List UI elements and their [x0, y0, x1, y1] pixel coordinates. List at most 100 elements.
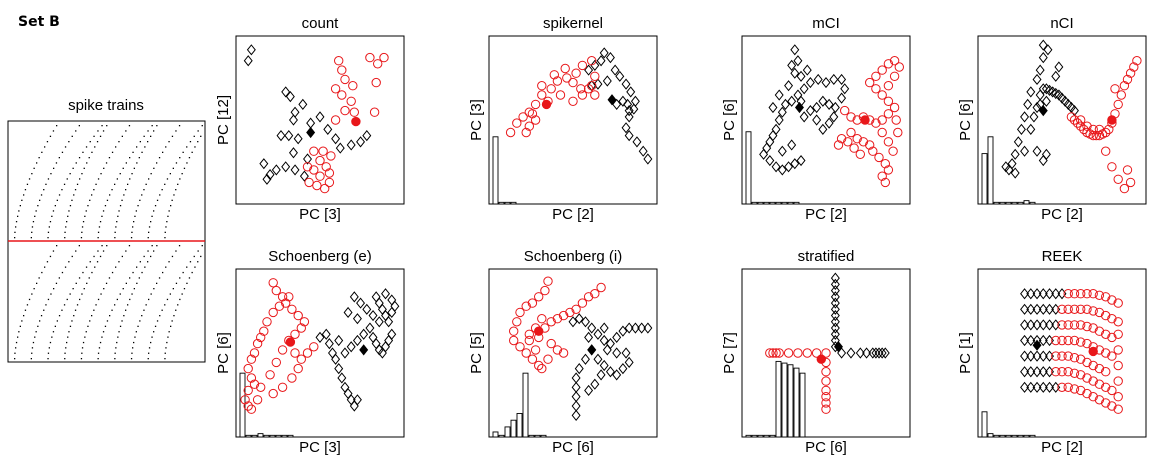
spike-mark [169, 293, 171, 295]
spike-mark [96, 261, 99, 263]
data-point-black [818, 123, 828, 135]
data-point-red [833, 140, 844, 150]
data-point-red [1057, 335, 1067, 346]
data-point-black [281, 161, 291, 173]
spike-mark [171, 199, 173, 201]
spike-mark [150, 255, 152, 258]
data-point-black [871, 347, 881, 359]
data-point-black [787, 95, 797, 107]
data-point-black [621, 122, 631, 134]
histogram-bar [1023, 200, 1030, 205]
spike-mark [189, 261, 192, 263]
spike-mark [36, 282, 38, 284]
data-point-black [321, 328, 331, 340]
spike-mark [143, 135, 145, 137]
spike-mark [93, 309, 95, 311]
data-point-red [1129, 62, 1139, 72]
data-point-red [880, 159, 890, 169]
spike-mark [73, 194, 75, 196]
data-point-red [768, 348, 778, 358]
data-point-red [330, 115, 341, 125]
spike-mark [133, 341, 135, 344]
data-point-red [590, 90, 600, 100]
data-point-black [596, 55, 606, 67]
data-point-black [365, 322, 375, 334]
histogram-bar [999, 201, 1006, 205]
data-point-red [583, 84, 594, 94]
spike-mark [141, 194, 143, 196]
data-point-black [368, 331, 378, 344]
spike-mark [118, 210, 120, 212]
spike-mark [53, 167, 55, 169]
data-point-black [343, 387, 353, 400]
data-point-red [771, 348, 781, 358]
histogram-bar [769, 201, 776, 205]
data-point-red [846, 127, 856, 138]
spike-mark [64, 231, 66, 233]
histogram-bar [781, 201, 788, 205]
spike-mark [168, 331, 170, 333]
data-point-red [324, 168, 335, 178]
data-point-red [1122, 165, 1133, 175]
y-axis-label: PC [6] [215, 332, 232, 374]
data-point-red [509, 335, 519, 346]
panel-frame [235, 268, 405, 438]
data-point-black [359, 328, 369, 340]
spike-mark [31, 293, 33, 295]
spike-mark [148, 347, 151, 349]
spike-mark [101, 336, 103, 338]
data-point-black [1020, 303, 1030, 315]
data-point-black [1026, 288, 1036, 300]
spike-mark [114, 352, 116, 354]
spike-mark [197, 250, 199, 252]
data-point-red [299, 317, 310, 327]
data-point-black [812, 101, 822, 114]
spike-mark [100, 293, 102, 295]
spike-mark [156, 125, 158, 127]
histogram-bar [1029, 201, 1036, 205]
data-point-red [855, 149, 865, 160]
spike-mark [116, 221, 118, 223]
spike-mark [189, 141, 192, 143]
data-point-red [583, 292, 594, 302]
spike-mark [61, 151, 64, 153]
data-point-black [1013, 136, 1023, 148]
histogram-bar [763, 201, 770, 205]
spike-mark [135, 210, 137, 212]
spike-mark [133, 221, 135, 223]
spike-mark [115, 347, 117, 349]
spike-mark [81, 231, 83, 233]
data-point-black [624, 129, 634, 142]
spike-mark [56, 320, 58, 322]
spike-mark [128, 125, 131, 127]
data-point-red [537, 90, 547, 100]
data-point-red [1076, 320, 1086, 330]
data-point-red [1088, 323, 1098, 333]
data-point-red [852, 134, 862, 144]
data-point-black [599, 359, 609, 372]
histogram-bar [1017, 201, 1024, 205]
spike-mark [24, 189, 27, 191]
data-point-red [1088, 360, 1098, 371]
histogram-bar [263, 434, 270, 438]
spike-mark [97, 130, 99, 132]
data-point-red [321, 162, 331, 172]
data-point-red [858, 137, 869, 147]
x-axis-label: PC [2] [1041, 206, 1083, 223]
data-point-black [610, 64, 620, 76]
mean-point-black [607, 94, 617, 106]
data-point-black [584, 64, 594, 76]
spike-mark [182, 151, 184, 153]
data-point-red [1119, 183, 1130, 194]
data-point-black [799, 111, 809, 123]
mean-point-black [359, 344, 369, 356]
data-point-black [805, 76, 815, 89]
spike-mark [58, 194, 61, 196]
data-point-black [571, 409, 581, 422]
data-point-red [1113, 360, 1123, 371]
spike-mark [165, 226, 167, 228]
spike-mark [121, 320, 123, 322]
data-point-red [243, 401, 253, 411]
data-point-red [1088, 124, 1098, 135]
data-point-red [843, 137, 853, 147]
